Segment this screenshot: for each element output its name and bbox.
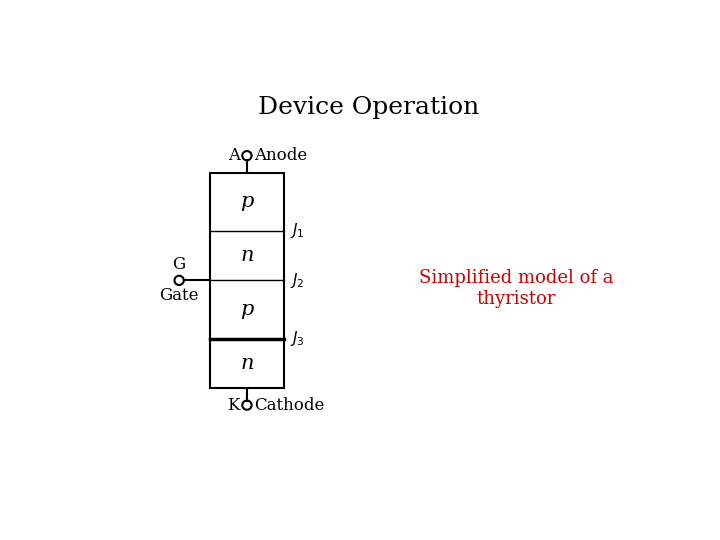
Bar xyxy=(210,173,284,388)
Text: Cathode: Cathode xyxy=(254,397,324,414)
Text: Device Operation: Device Operation xyxy=(258,96,480,119)
Text: n: n xyxy=(240,354,253,373)
Text: n: n xyxy=(240,246,253,265)
Text: Simplified model of a
thyristor: Simplified model of a thyristor xyxy=(419,269,613,307)
Text: A: A xyxy=(228,147,240,164)
Text: $J_1$: $J_1$ xyxy=(290,221,305,240)
Text: K: K xyxy=(228,397,240,414)
Text: $J_3$: $J_3$ xyxy=(290,329,305,348)
Text: Anode: Anode xyxy=(254,147,307,164)
Text: G: G xyxy=(173,256,186,273)
Text: Gate: Gate xyxy=(159,287,199,305)
Text: p: p xyxy=(240,300,253,319)
Text: $J_2$: $J_2$ xyxy=(290,271,305,290)
Text: p: p xyxy=(240,192,253,211)
